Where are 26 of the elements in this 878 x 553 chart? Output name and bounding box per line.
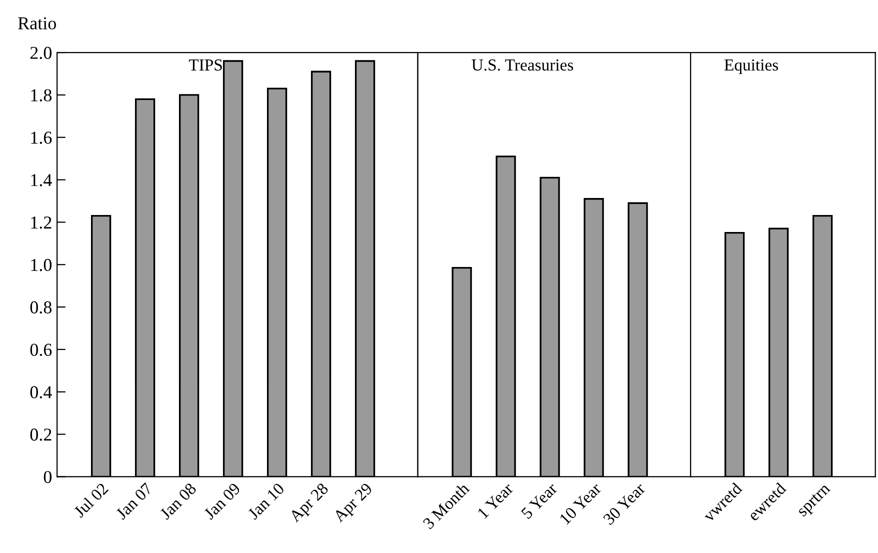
y-tick-label: 0.6: [30, 344, 52, 356]
y-tick-label: 2.0: [30, 46, 52, 60]
annotation: TIPS: [188, 59, 222, 71]
y-tick-label: 1.2: [31, 216, 52, 229]
x-tick-label: Apr 29: [332, 482, 376, 526]
x-tick-label: Apr 28: [288, 482, 332, 526]
annotation: U.S. Treasuries: [472, 59, 574, 71]
x-tick-label: 30 Year: [602, 482, 646, 526]
x-tick-label: Jan 08: [159, 482, 197, 520]
y-tick-label: 0.8: [30, 301, 52, 314]
x-tick-label: Jan 09: [203, 482, 241, 520]
y-tick-label: 0.4: [30, 386, 52, 398]
y-tick-label: 1.0: [31, 258, 52, 272]
x-tick-label: 5 Year: [520, 482, 558, 520]
y-tick-label: 1.6: [31, 132, 52, 144]
y-tick-label: 1.8: [31, 89, 52, 102]
y-tick-label: 1.4: [31, 174, 52, 186]
y-tick-label: 0.2: [30, 428, 52, 441]
y-axis-title: Ratio: [18, 17, 56, 30]
annotation: Equities: [724, 59, 778, 74]
y-tick-label: 0: [44, 470, 52, 484]
x-tick-label: Jan 07: [115, 482, 154, 520]
x-tick-label: Jan 10: [247, 482, 285, 520]
x-tick-label: 10 Year: [559, 482, 602, 525]
x-tick-label: 1 Year: [477, 482, 514, 519]
x-tick-label: Jul 02: [72, 482, 109, 518]
